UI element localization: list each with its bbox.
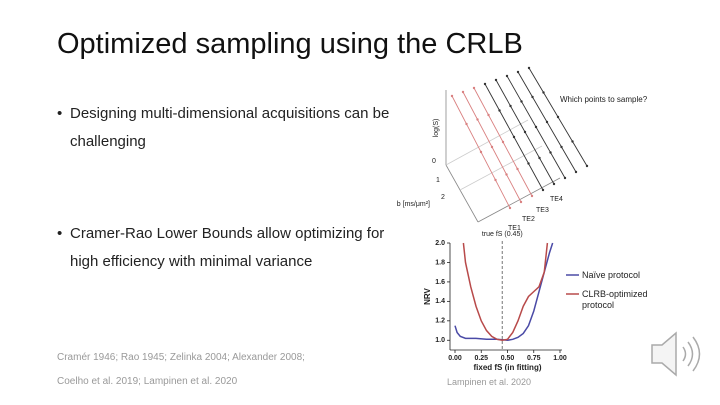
x-axis-label: fixed fS (in fitting) bbox=[474, 363, 542, 372]
diagram-point bbox=[509, 104, 512, 108]
diagram-lines bbox=[450, 66, 589, 210]
diagram-point bbox=[465, 122, 468, 126]
diagram-point bbox=[563, 176, 567, 180]
diagram-point bbox=[483, 82, 487, 86]
diagram-axes bbox=[445, 90, 561, 223]
te-label: TE2 bbox=[522, 216, 535, 223]
series-line bbox=[462, 242, 549, 342]
speaker-icon bbox=[651, 331, 701, 377]
diagram-point bbox=[523, 130, 527, 134]
diagram-point bbox=[498, 109, 501, 112]
series-line bbox=[454, 242, 554, 342]
diagram-point bbox=[585, 164, 589, 168]
chart: 1.0 1.2 1.4 1.6 1.8 2.0 0.00 0.25 0.50 0.75 1.00 NR… bbox=[423, 231, 579, 372]
references: Cramér 1946; Rao 1945; Zelinka 2004; Ale… bbox=[57, 352, 305, 387]
slide-title: Optimized sampling using the CRLB bbox=[57, 28, 523, 60]
diagram-point bbox=[530, 194, 534, 198]
diagram-x-label: b [ms/μm²] bbox=[397, 201, 430, 208]
diagram-point bbox=[556, 115, 560, 119]
figure-credit: Lampinen et al. 2020 bbox=[447, 377, 532, 387]
diagram-point bbox=[571, 140, 574, 143]
diagram-point bbox=[479, 150, 483, 154]
diagram-question: Which points to sample? bbox=[560, 95, 648, 104]
diagram-point bbox=[490, 145, 494, 149]
te-label: TE4 bbox=[550, 196, 563, 203]
diagram-point bbox=[512, 135, 516, 139]
diagram-point bbox=[461, 90, 465, 94]
x-tick-label: 0.75 bbox=[527, 355, 541, 362]
y-tick-label: 1.8 bbox=[435, 259, 445, 266]
diagram-point bbox=[538, 156, 541, 160]
diagram-point bbox=[527, 162, 530, 165]
diagram-point bbox=[494, 178, 497, 182]
diagram-point bbox=[541, 188, 545, 192]
x-tick-label: 1.00 bbox=[553, 355, 567, 362]
diagram-point bbox=[534, 125, 538, 129]
diagram-point bbox=[505, 173, 508, 176]
diagram-point bbox=[505, 74, 509, 78]
y-axis-label: NRV bbox=[423, 287, 432, 304]
diagram-point bbox=[516, 70, 520, 74]
legend-entry: CLRB-optimized protocol bbox=[582, 289, 648, 310]
x-tick-label: 0.00 bbox=[448, 355, 462, 362]
te-label: TE1 bbox=[508, 225, 521, 232]
diagram-y-label: log(S) bbox=[433, 119, 440, 138]
bullet: Designing multi-dimensional acquisitions… bbox=[57, 100, 390, 156]
b-tick: 1 bbox=[436, 177, 440, 184]
diagram-point bbox=[552, 182, 556, 186]
diagram-point bbox=[531, 95, 534, 99]
diagram-point bbox=[494, 78, 498, 82]
diagram-point bbox=[516, 167, 519, 171]
diagram-point bbox=[508, 206, 512, 210]
diagram-point bbox=[519, 200, 523, 204]
x-tick-label: 0.25 bbox=[474, 355, 488, 362]
diagram-point bbox=[520, 100, 523, 103]
b-tick: 2 bbox=[441, 194, 445, 201]
diagram-point bbox=[542, 91, 545, 94]
diagram-point bbox=[527, 66, 531, 70]
legend-entry: Naïve protocol bbox=[582, 270, 641, 280]
te-label: TE3 bbox=[536, 207, 549, 214]
diagram-point bbox=[476, 118, 479, 121]
diagram-point bbox=[472, 86, 476, 90]
y-tick-label: 1.0 bbox=[435, 337, 445, 344]
y-tick-label: 1.6 bbox=[435, 279, 445, 286]
diagram-point bbox=[487, 113, 490, 117]
diagram-point bbox=[549, 151, 552, 154]
y-tick-label: 1.4 bbox=[435, 298, 445, 305]
diagram-point bbox=[560, 145, 563, 149]
x-tick-label: 0.50 bbox=[501, 355, 515, 362]
diagram-point bbox=[545, 120, 549, 124]
y-tick-label: 1.2 bbox=[435, 318, 445, 325]
bullet: Cramer-Rao Lower Bounds allow optimizing… bbox=[57, 220, 390, 276]
y-tick-label: 2.0 bbox=[435, 240, 445, 247]
annotation: true fS (0.45) bbox=[482, 231, 523, 238]
diagram-point bbox=[450, 94, 454, 98]
b-tick: 0 bbox=[432, 158, 436, 165]
diagram-point bbox=[501, 140, 505, 144]
diagram-point bbox=[574, 170, 578, 174]
